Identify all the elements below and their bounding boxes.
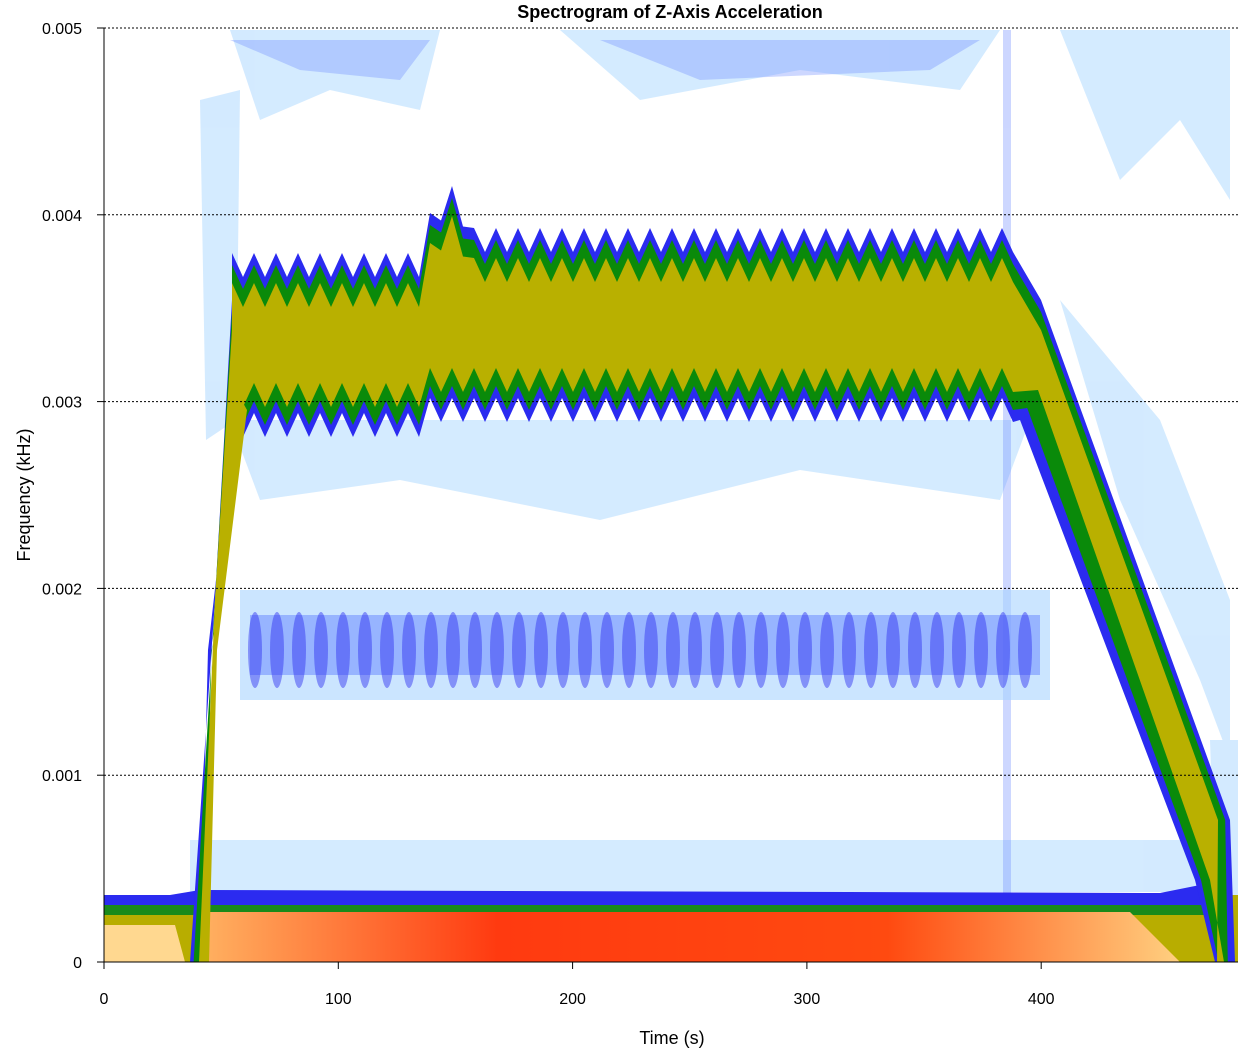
x-tick-label: 0 <box>100 991 109 1008</box>
blob <box>864 612 878 688</box>
blob <box>1018 612 1032 688</box>
blob <box>248 612 262 688</box>
y-axis-label: Frequency (kHz) <box>14 428 34 561</box>
blob <box>930 612 944 688</box>
blob <box>952 612 966 688</box>
y-tick-label: 0.005 <box>42 21 82 38</box>
x-axis-label: Time (s) <box>639 1028 704 1048</box>
haze <box>230 30 1011 900</box>
spectrogram <box>104 30 1238 962</box>
blob <box>732 612 746 688</box>
blob <box>710 612 724 688</box>
blob <box>908 612 922 688</box>
x-tick-label: 300 <box>794 991 821 1008</box>
y-tick-label: 0.001 <box>42 768 82 785</box>
y-tick-label: 0.004 <box>42 208 82 225</box>
blob <box>600 612 614 688</box>
blob <box>534 612 548 688</box>
blob <box>974 612 988 688</box>
low-band-edge <box>104 885 1215 910</box>
blob <box>468 612 482 688</box>
harmonic-blobs <box>248 612 1032 688</box>
y-tick-label: 0.003 <box>42 395 82 412</box>
blob <box>314 612 328 688</box>
blob <box>556 612 570 688</box>
blob <box>644 612 658 688</box>
main-band <box>190 186 1235 962</box>
blob <box>996 612 1010 688</box>
low-heat <box>104 925 185 962</box>
blob <box>688 612 702 688</box>
y-tick-label: 0.002 <box>42 581 82 598</box>
x-tick-label: 200 <box>559 991 586 1008</box>
blob <box>490 612 504 688</box>
blob <box>358 612 372 688</box>
blob <box>380 612 394 688</box>
blob <box>336 612 350 688</box>
x-tick-label: 400 <box>1028 991 1055 1008</box>
blob <box>424 612 438 688</box>
y-tick-label: 0 <box>73 955 82 972</box>
blob <box>622 612 636 688</box>
band-layer <box>199 216 1224 962</box>
blob <box>512 612 526 688</box>
blob <box>402 612 416 688</box>
blob <box>578 612 592 688</box>
blob <box>820 612 834 688</box>
harmonic-band <box>240 590 1050 700</box>
blob <box>886 612 900 688</box>
chart-title: Spectrogram of Z-Axis Acceleration <box>517 2 822 22</box>
axes: 0 0.001 0.002 0.003 0.004 0.005 0 100 200 300 400 <box>42 21 1238 1008</box>
blob <box>776 612 790 688</box>
blob <box>446 612 460 688</box>
blob <box>270 612 284 688</box>
blob <box>292 612 306 688</box>
blob <box>754 612 768 688</box>
low-heat <box>205 912 1180 962</box>
x-tick-label: 100 <box>325 991 352 1008</box>
blob <box>666 612 680 688</box>
blob <box>842 612 856 688</box>
blob <box>798 612 812 688</box>
